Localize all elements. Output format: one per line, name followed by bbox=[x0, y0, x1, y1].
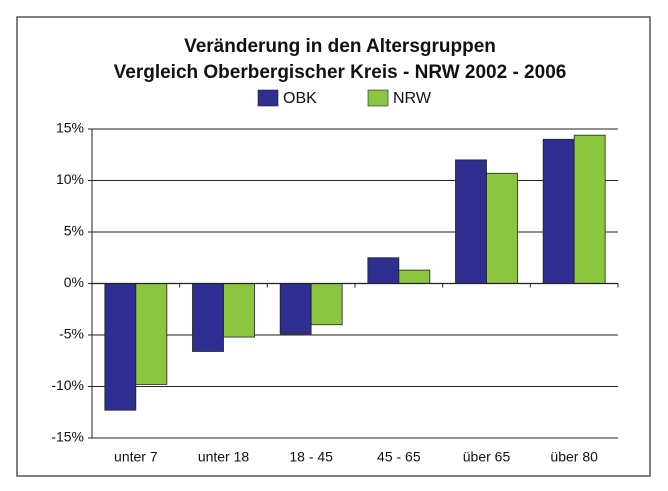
y-tick-label: -10% bbox=[51, 377, 84, 393]
bar bbox=[192, 283, 224, 352]
y-tick-label: -5% bbox=[59, 326, 84, 342]
y-tick-label: -15% bbox=[51, 429, 84, 445]
x-tick-label: unter 18 bbox=[198, 449, 250, 465]
x-tick-label: unter 7 bbox=[114, 449, 158, 465]
bar bbox=[486, 172, 518, 284]
bar bbox=[135, 283, 168, 385]
y-tick-label: 15% bbox=[56, 120, 84, 136]
chart-title: Veränderung in den Altersgruppen bbox=[184, 36, 496, 57]
legend-swatch bbox=[367, 89, 389, 107]
x-tick-label: über 65 bbox=[463, 449, 511, 465]
x-tick-label: über 80 bbox=[550, 449, 598, 465]
x-tick-label: 18 - 45 bbox=[289, 449, 333, 465]
y-tick-label: 5% bbox=[64, 223, 84, 239]
chart-subtitle: Vergleich Oberbergischer Kreis - NRW 200… bbox=[114, 62, 567, 83]
y-tick-label: 0% bbox=[64, 274, 84, 290]
bar bbox=[310, 283, 343, 326]
bar bbox=[279, 283, 312, 335]
bar bbox=[223, 283, 255, 338]
bar bbox=[455, 159, 487, 284]
bar bbox=[104, 283, 137, 411]
x-tick-label: 45 - 65 bbox=[377, 449, 421, 465]
y-tick-label: 10% bbox=[56, 171, 84, 187]
bar bbox=[398, 269, 431, 284]
legend-label: NRW bbox=[393, 90, 432, 107]
legend-label: OBK bbox=[283, 90, 317, 107]
bar bbox=[367, 257, 400, 284]
bar bbox=[542, 138, 575, 284]
legend-swatch bbox=[257, 89, 279, 107]
bar bbox=[573, 134, 606, 284]
